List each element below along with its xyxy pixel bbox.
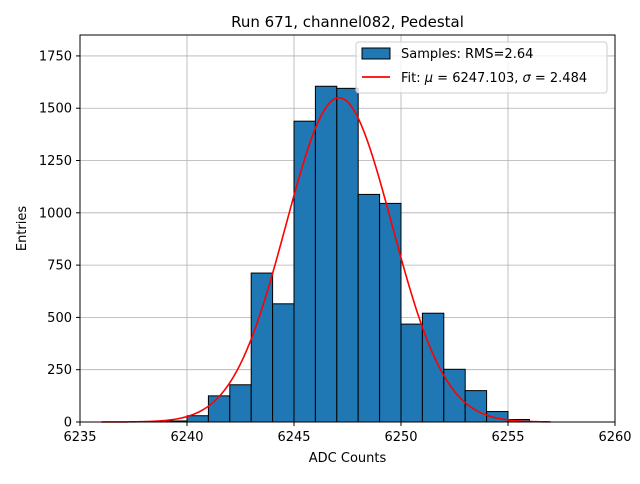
x-tick-label: 6260 xyxy=(598,430,631,445)
histogram-bar xyxy=(229,384,252,423)
fit-curve-layer xyxy=(101,96,551,423)
y-tick-label: 1250 xyxy=(39,154,72,169)
fit-curve xyxy=(101,96,551,423)
y-axis-ticks: 0 250 500 750 1000 1250 1500 1750 xyxy=(39,49,80,431)
histogram-bar xyxy=(314,85,338,423)
x-tick-label: 6240 xyxy=(170,430,203,445)
x-tick-label: 6250 xyxy=(384,430,417,445)
histogram-bar xyxy=(400,323,423,423)
x-axis-label: ADC Counts xyxy=(309,451,387,466)
y-tick-label: 500 xyxy=(47,311,72,326)
histogram-bar xyxy=(272,303,295,423)
y-axis-label: Entries xyxy=(15,206,30,252)
histogram-bar xyxy=(464,390,488,423)
histogram-bar xyxy=(443,368,466,423)
legend-histogram-swatch xyxy=(361,47,391,60)
x-axis-ticks: 6235 6240 6245 6250 6255 6260 xyxy=(63,422,632,445)
histogram-bar xyxy=(421,312,445,423)
x-tick-label: 6235 xyxy=(63,430,96,445)
histogram-bars xyxy=(165,85,530,423)
chart-title: Run 671, channel082, Pedestal xyxy=(231,13,464,31)
x-tick-label: 6255 xyxy=(491,430,524,445)
y-tick-label: 1000 xyxy=(39,206,72,221)
histogram-bar xyxy=(293,120,316,423)
y-tick-label: 1750 xyxy=(39,49,72,64)
plot-frame xyxy=(79,34,616,423)
histogram-bar xyxy=(207,395,231,423)
legend-histogram-label: Samples: RMS=2.64 xyxy=(401,47,533,62)
y-tick-label: 0 xyxy=(64,416,72,431)
y-tick-label: 1500 xyxy=(39,102,72,117)
histogram-bar xyxy=(379,202,402,423)
legend: Samples: RMS=2.64 Fit: μ = 6247.103, σ =… xyxy=(355,41,608,94)
histogram-bar xyxy=(250,272,274,423)
histogram-bar xyxy=(357,193,381,423)
x-tick-label: 6245 xyxy=(277,430,310,445)
histogram-bar xyxy=(186,415,209,423)
legend-box xyxy=(355,41,608,94)
legend-fit-label: Fit: μ = 6247.103, σ = 2.484 xyxy=(401,71,587,86)
histogram-bar xyxy=(336,87,359,423)
y-tick-label: 250 xyxy=(47,363,72,378)
y-tick-label: 750 xyxy=(47,259,72,274)
